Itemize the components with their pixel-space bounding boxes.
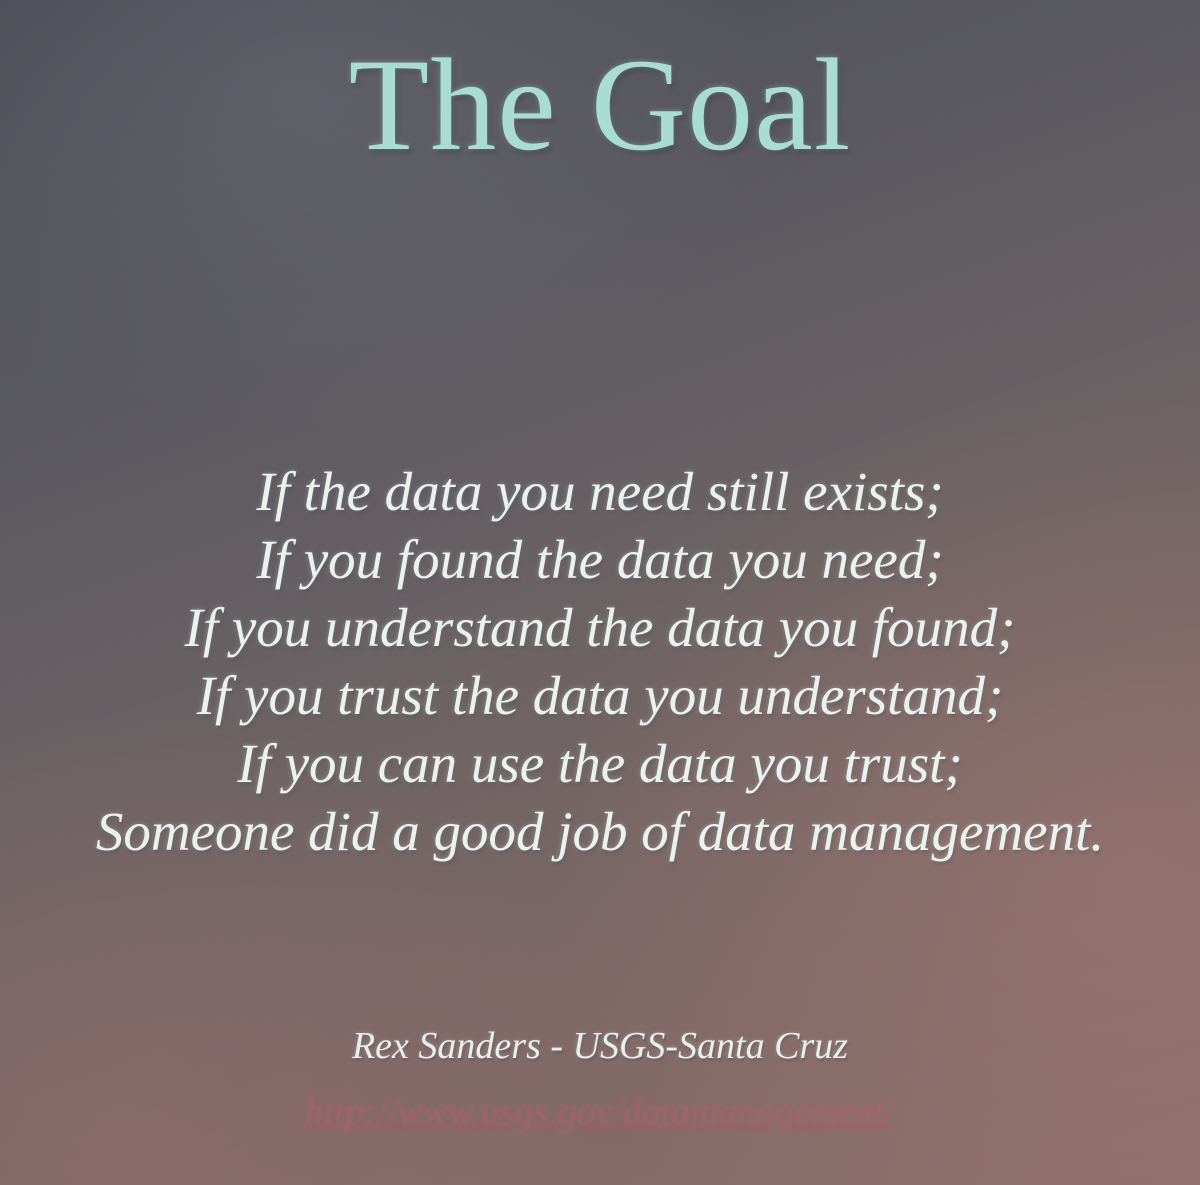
quote-line: If you found the data you need;: [256, 529, 944, 590]
quote-line: If the data you need still exists;: [256, 461, 944, 522]
quote-line: If you trust the data you understand;: [196, 665, 1004, 726]
reference-link[interactable]: http://www.usgs.gov/datamanagement/: [304, 1091, 896, 1133]
slide-title: The Goal: [348, 31, 852, 178]
quote-line: If you understand the data you found;: [184, 597, 1016, 658]
quote-attribution: Rex Sanders - USGS-Santa Cruz: [351, 1025, 849, 1067]
quote-line: If you can use the data you trust;: [237, 733, 963, 794]
quote-line: Someone did a good job of data managemen…: [95, 801, 1105, 862]
quote-block: If the data you need still exists; If yo…: [0, 458, 1200, 866]
